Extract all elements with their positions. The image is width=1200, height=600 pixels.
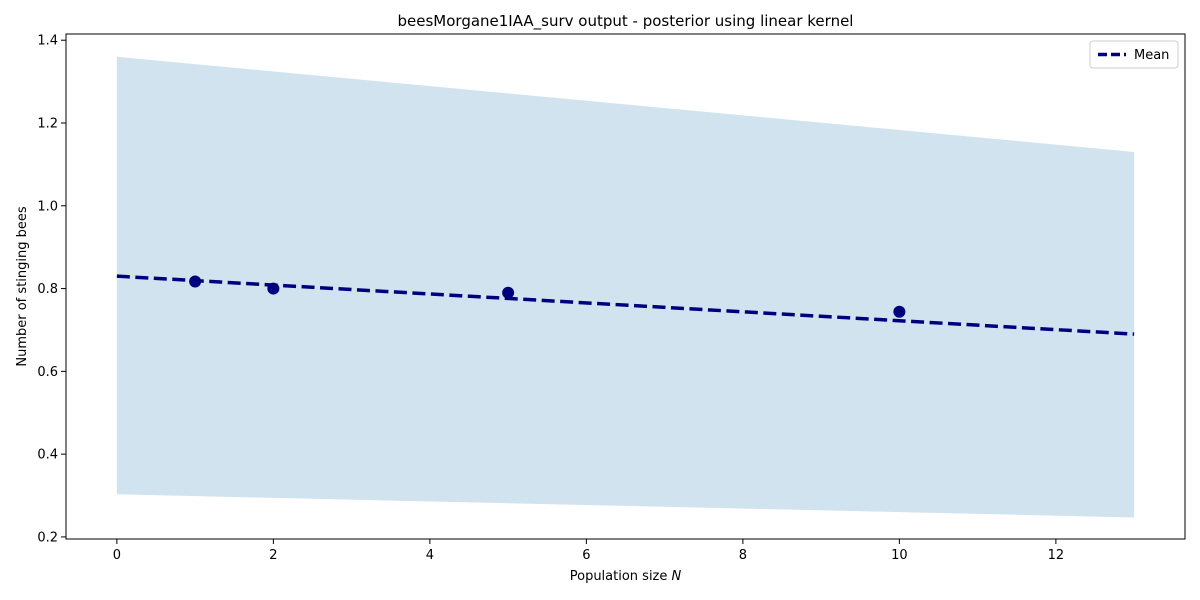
y-tick-label: 1.0: [37, 199, 58, 214]
x-tick-label: 0: [113, 548, 121, 563]
credible-band: [116, 56, 1135, 518]
y-axis-label: Number of stinging bees: [15, 206, 30, 366]
x-tick-label: 12: [1048, 548, 1065, 563]
axes-frame: [65, 33, 1186, 540]
plot-area: [116, 56, 1135, 518]
y-axis: 0.2 0.4 0.6 0.8 1.0 1.2 1.4: [37, 34, 66, 545]
y-tick-label: 1.2: [37, 116, 58, 131]
x-tick-label: 2: [269, 548, 277, 563]
chart-title: beesMorgane1IAA_surv output - posterior …: [398, 12, 854, 31]
x-axis-label: Population size N: [570, 569, 682, 584]
x-tick-label: 4: [426, 548, 434, 563]
y-tick-label: 0.6: [37, 365, 58, 380]
y-tick-label: 0.4: [37, 448, 58, 463]
y-tick-label: 0.8: [37, 282, 58, 297]
legend: Mean: [1089, 40, 1179, 69]
data-point: [502, 286, 515, 299]
legend-box: [1089, 40, 1179, 69]
data-point: [893, 305, 906, 318]
y-tick-label: 1.4: [37, 34, 58, 49]
x-axis: 0 2 4 6 8 10 12: [113, 539, 1064, 563]
legend-mean-label: Mean: [1134, 48, 1169, 63]
x-tick-label: 10: [891, 548, 908, 563]
y-tick-label: 0.2: [37, 530, 58, 545]
x-tick-label: 6: [582, 548, 590, 563]
data-point: [189, 275, 202, 288]
data-point: [267, 282, 280, 295]
mean-line: [116, 274, 1135, 336]
x-tick-label: 8: [739, 548, 747, 563]
